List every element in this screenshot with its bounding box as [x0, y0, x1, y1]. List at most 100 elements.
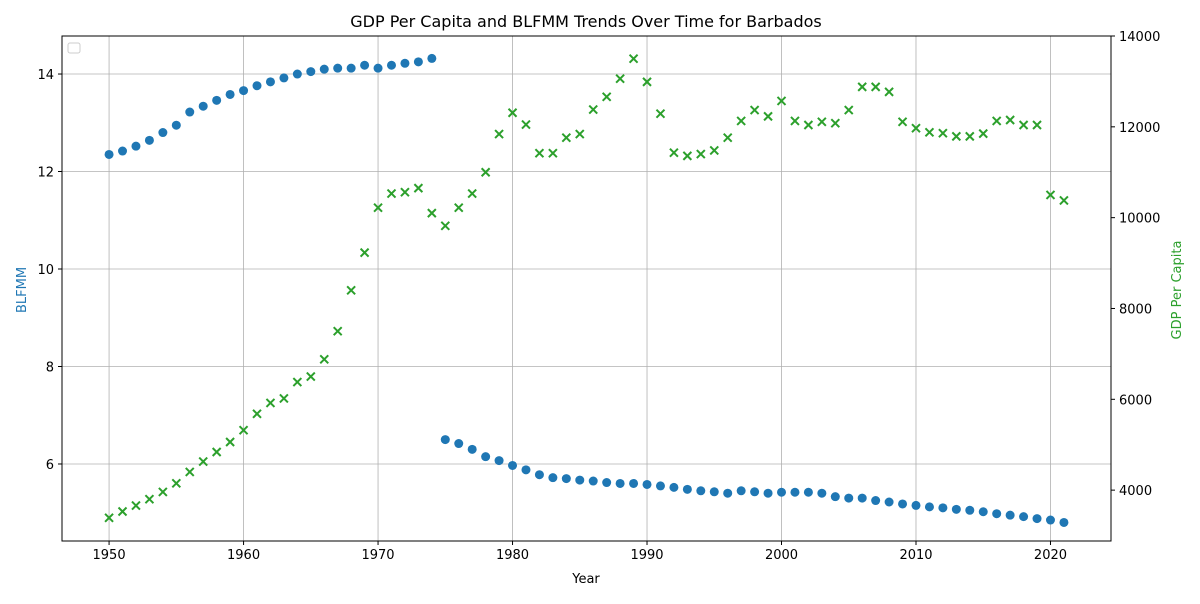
blfmm-point [642, 479, 652, 489]
gdp-point [185, 467, 195, 477]
blfmm-point [655, 481, 665, 491]
gdp-point [1045, 190, 1056, 200]
gdp-point [494, 129, 504, 139]
gdp-point [669, 148, 679, 158]
gdp-point [817, 117, 827, 127]
grid [62, 36, 1111, 541]
y-right-tick-label: 4000 [1119, 484, 1152, 499]
y-left-tick-label: 14 [37, 68, 54, 83]
plot-frame [61, 35, 1112, 542]
blfmm-point [588, 476, 598, 486]
gdp-point [588, 104, 598, 115]
blfmm-point [481, 452, 491, 462]
gdp-point [507, 108, 518, 118]
blfmm-point [803, 487, 813, 497]
legend-box [67, 42, 81, 54]
gdp-point [682, 151, 693, 161]
gdp-point [238, 425, 249, 435]
gdp-point [104, 513, 114, 523]
x-tick-label: 1990 [630, 548, 663, 563]
x-tick-label: 1970 [361, 548, 394, 563]
gdp-point [413, 183, 424, 193]
blfmm-point [938, 503, 948, 513]
gdp-point [158, 487, 168, 497]
blfmm-point [279, 73, 289, 83]
blfmm-point [413, 57, 423, 67]
gdp-point [400, 187, 410, 197]
y-right-tick-label: 8000 [1119, 302, 1152, 317]
y-right-tick-label: 10000 [1119, 212, 1160, 227]
gdp-point [373, 202, 383, 213]
gdp-point [131, 500, 141, 511]
blfmm-point [736, 486, 746, 496]
series-gdp [104, 53, 1069, 523]
blfmm-point [763, 488, 773, 498]
blfmm-point [951, 504, 961, 514]
gdp-point [938, 128, 948, 138]
gdp-point [991, 116, 1002, 126]
blfmm-point [1059, 517, 1069, 527]
y-left-tick-label: 12 [37, 166, 54, 181]
blfmm-point [400, 58, 410, 68]
gdp-point [534, 148, 545, 158]
gdp-point [911, 123, 921, 133]
gdp-point [386, 188, 397, 199]
gdp-point [870, 82, 881, 92]
gdp-point [965, 131, 975, 142]
gdp-point [696, 149, 706, 159]
gdp-point [252, 409, 262, 419]
gdp-point [211, 447, 222, 457]
gdp-point [655, 108, 666, 119]
y-right-tick-label: 14000 [1119, 30, 1160, 45]
blfmm-point [386, 60, 396, 70]
gdp-point [548, 148, 558, 158]
gdp-point [521, 119, 531, 130]
blfmm-point [198, 101, 208, 111]
y-left-tick-label: 8 [46, 360, 54, 375]
blfmm-point [131, 141, 141, 151]
gdp-point [171, 478, 182, 489]
blfmm-point [454, 439, 464, 449]
blfmm-point [898, 499, 908, 509]
y-axis-left: 6 8 10 12 14 [37, 68, 62, 473]
x-tick-label: 1960 [227, 548, 260, 563]
blfmm-point [265, 77, 275, 87]
x-tick-label: 1980 [496, 548, 529, 563]
gdp-point [736, 116, 746, 126]
blfmm-point [723, 488, 733, 498]
gdp-point [951, 131, 962, 142]
gdp-point [144, 494, 155, 504]
blfmm-point [427, 53, 437, 63]
gdp-point [292, 377, 303, 387]
blfmm-point [709, 487, 719, 497]
blfmm-point [884, 497, 894, 507]
gdp-point [642, 77, 652, 87]
gdp-point [561, 133, 572, 143]
blfmm-point [629, 478, 639, 488]
gdp-point [575, 129, 585, 139]
blfmm-point [790, 487, 800, 497]
blfmm-point [978, 507, 988, 517]
blfmm-point [467, 444, 477, 454]
gdp-point [454, 202, 464, 213]
gdp-point [279, 393, 289, 404]
blfmm-point [1032, 514, 1042, 524]
y-right-tick-label: 6000 [1119, 393, 1152, 408]
y-left-tick-label: 10 [37, 263, 54, 278]
gdp-point [1059, 195, 1069, 206]
blfmm-point [306, 67, 316, 77]
y-right-tick-label: 12000 [1119, 121, 1160, 136]
gdp-point [117, 506, 128, 517]
gdp-point [440, 221, 450, 231]
gdp-point [709, 145, 719, 156]
y-axis-label-left: BLFMM [15, 267, 30, 313]
blfmm-point [534, 470, 544, 480]
gdp-point [1018, 120, 1029, 130]
gdp-point [1005, 115, 1015, 125]
blfmm-point [521, 465, 531, 475]
blfmm-point [212, 95, 222, 105]
gdp-point [790, 116, 800, 126]
gdp-point [749, 105, 760, 115]
blfmm-point [171, 120, 181, 130]
blfmm-point [871, 496, 881, 506]
